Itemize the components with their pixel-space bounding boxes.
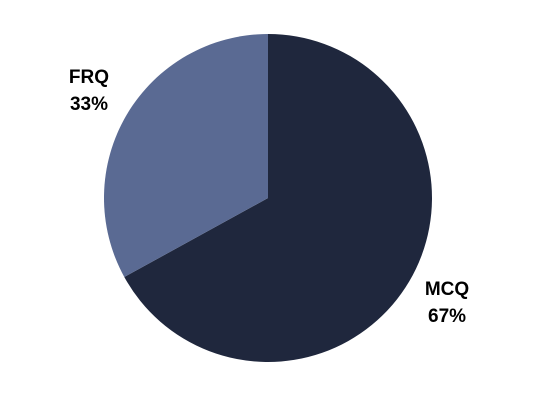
slice-category-label: MCQ xyxy=(425,279,469,300)
slice-value-label: 33% xyxy=(70,94,108,115)
slice-category-label: FRQ xyxy=(69,67,109,88)
pie-slice xyxy=(124,34,432,363)
slice-value-label: 67% xyxy=(428,306,466,327)
pie-slice xyxy=(104,34,268,278)
